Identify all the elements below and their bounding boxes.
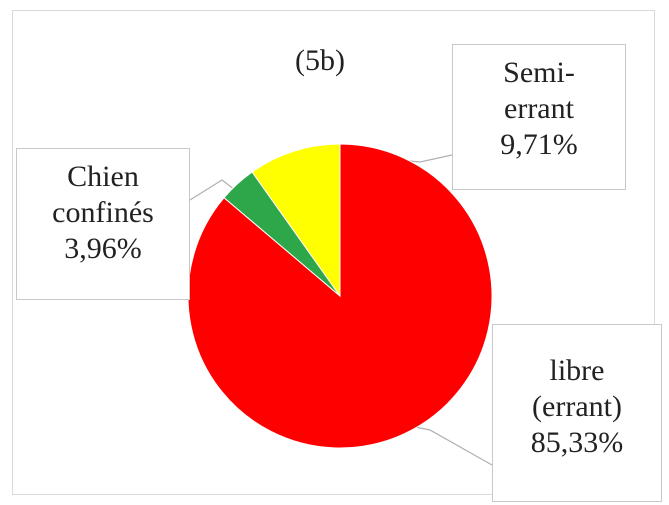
- data-label-line: libre: [549, 354, 605, 387]
- data-label-line: confinés: [52, 196, 154, 229]
- data-label-line: Chien: [67, 160, 139, 193]
- data-label-line: errant: [504, 92, 574, 125]
- data-label-semi-errant: Semi- errant 9,71%: [452, 44, 626, 190]
- data-label-line: Semi-: [503, 56, 575, 89]
- leader-line-confine: [189, 179, 236, 201]
- chart-title: (5b): [295, 44, 345, 77]
- data-label-chien-confines: Chien confinés 3,96%: [16, 148, 190, 300]
- pie-slice-semi-errant: [251, 143, 341, 298]
- pie-slices: [187, 143, 493, 449]
- data-label-line: (errant): [532, 390, 622, 423]
- data-label-value: 3,96%: [64, 232, 142, 265]
- data-label-value: 9,71%: [500, 128, 578, 161]
- leader-line-libre: [404, 424, 493, 466]
- data-label-libre-errant: libre (errant) 85,33%: [492, 324, 662, 502]
- data-label-value: 85,33%: [530, 426, 624, 459]
